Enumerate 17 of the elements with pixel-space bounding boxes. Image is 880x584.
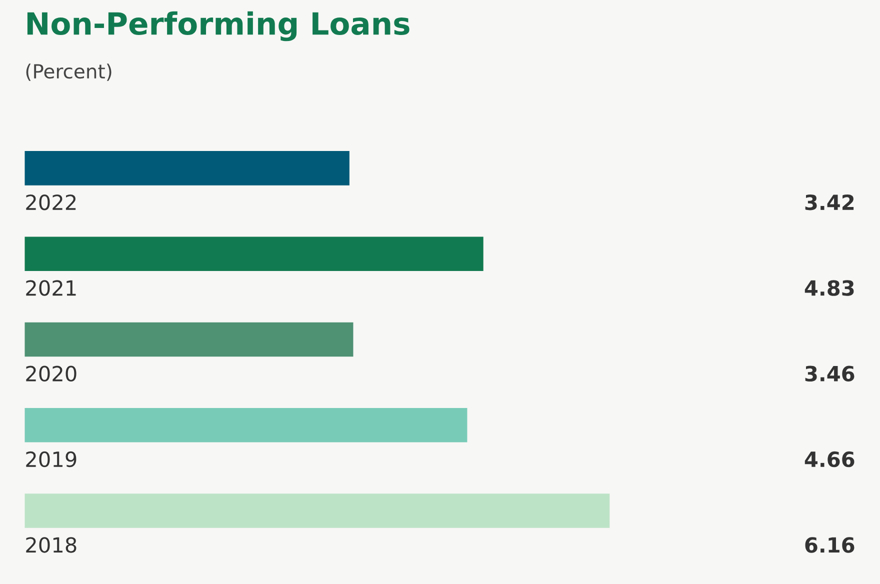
- y-tick-label: 2019: [26, 451, 76, 468]
- chart-subtitle: (Percent): [26, 64, 112, 81]
- bar: [24, 322, 354, 357]
- y-tick-label: 2021: [26, 280, 76, 296]
- y-tick-label: 2020: [26, 366, 76, 382]
- y-tick-label: 2018: [26, 537, 76, 553]
- data-label: 3.46: [805, 366, 854, 382]
- data-label: 4.83: [804, 280, 854, 296]
- bar: [24, 151, 350, 186]
- bar: [24, 408, 468, 442]
- chart-title: Non-Performing Loans: [27, 11, 410, 42]
- bar: [24, 494, 610, 528]
- data-label: 4.66: [804, 451, 854, 468]
- data-label: 3.42: [805, 194, 854, 210]
- bar: [24, 236, 484, 271]
- data-label: 6.16: [805, 537, 854, 553]
- y-tick-label: 2022: [26, 194, 76, 210]
